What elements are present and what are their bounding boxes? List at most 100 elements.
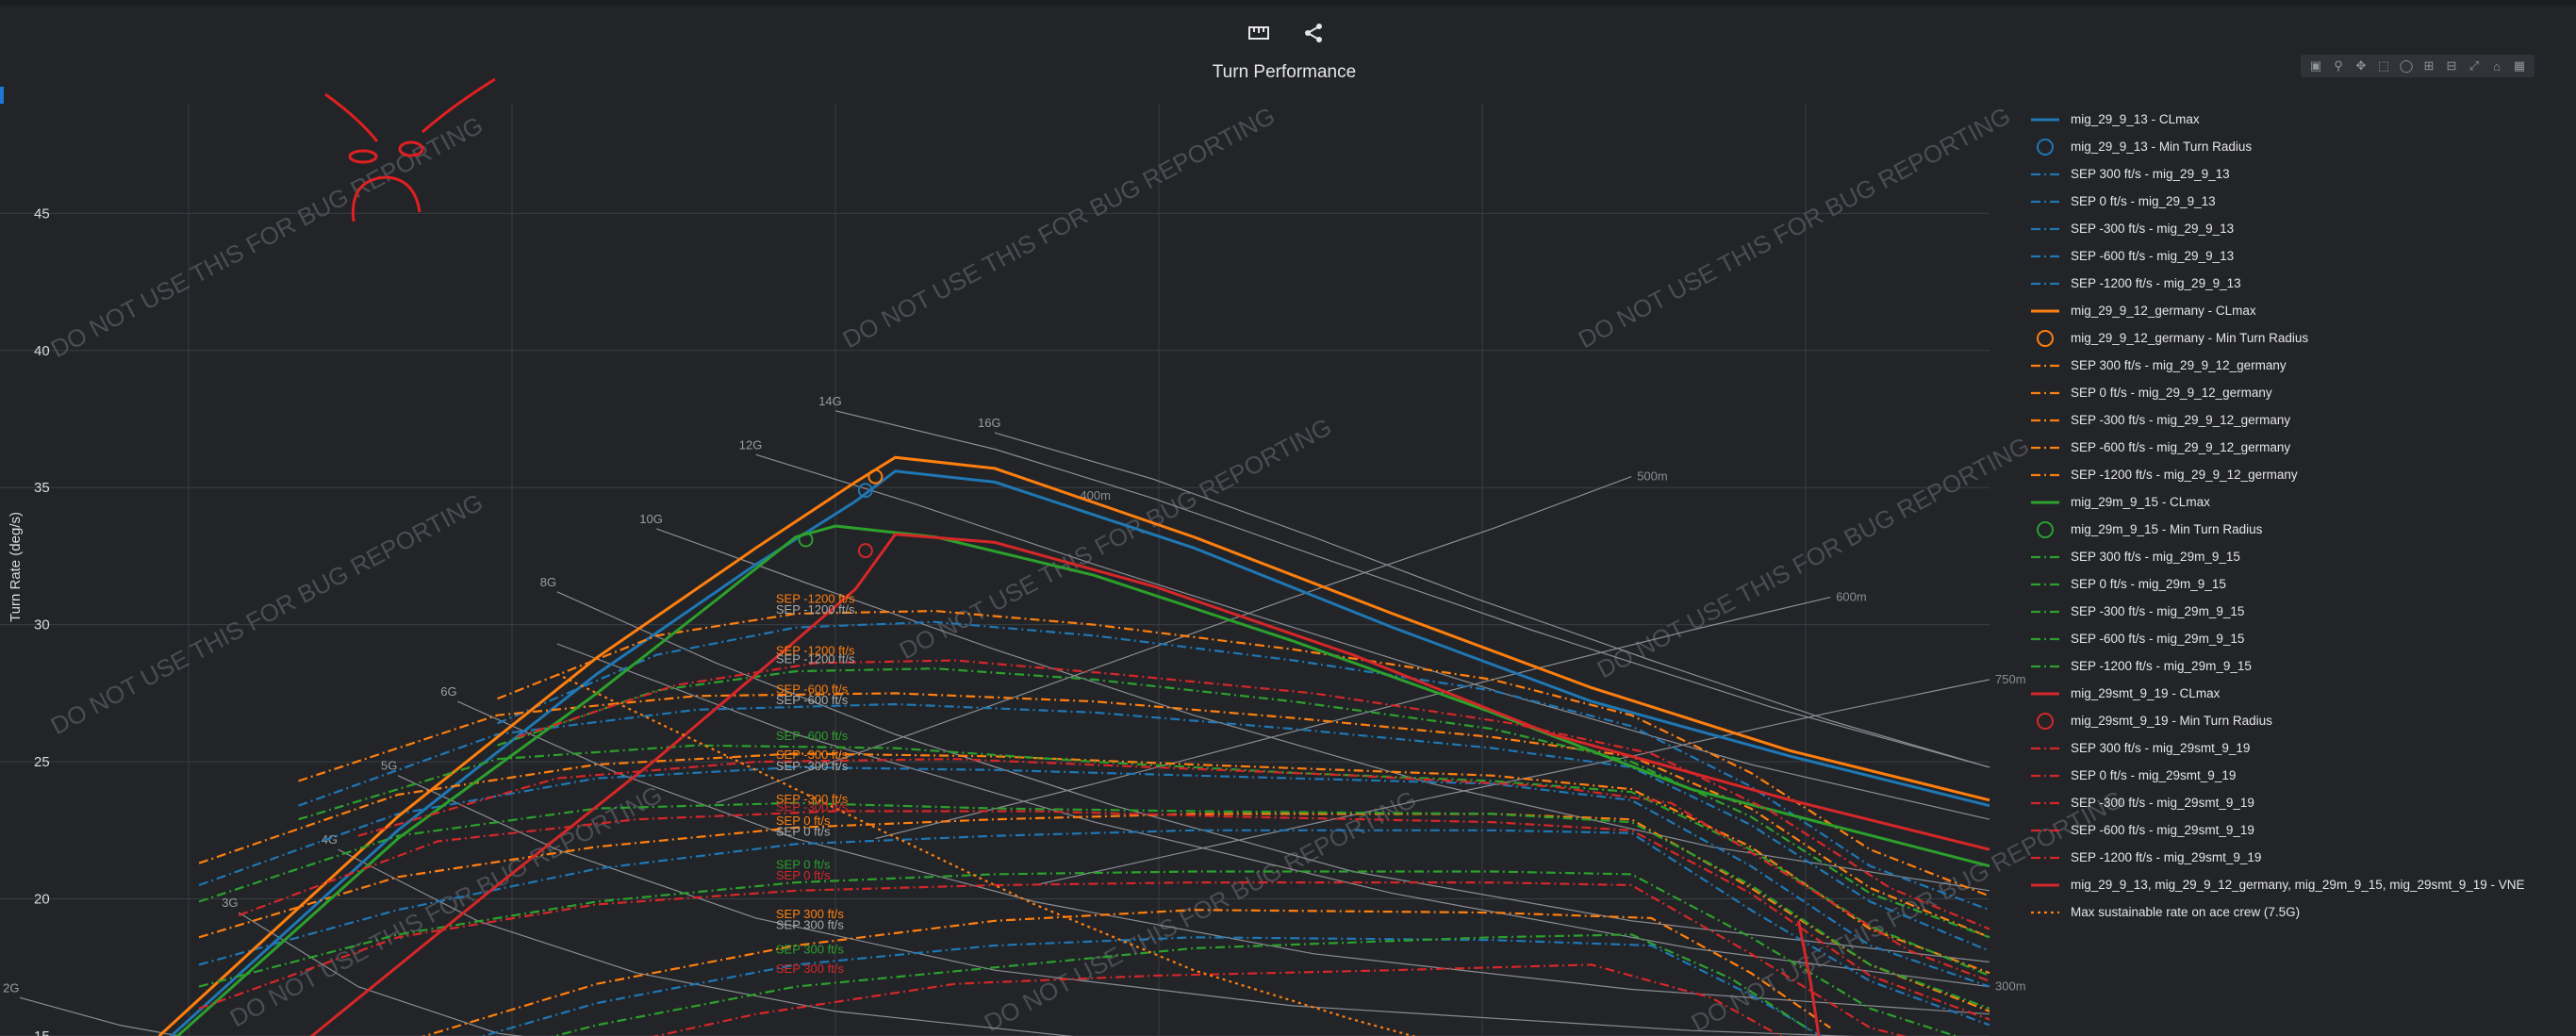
legend-symbol — [2031, 200, 2059, 203]
legend-item[interactable]: SEP 0 ft/s - mig_29smt_9_19 — [2029, 762, 2236, 789]
series-line[interactable] — [557, 963, 1791, 1036]
series-line[interactable] — [497, 609, 1990, 897]
series-line[interactable] — [298, 692, 1990, 939]
legend-symbol — [2037, 712, 2054, 730]
legend-label: mig_29_9_13 - Min Turn Radius — [2071, 140, 2253, 154]
legend-item[interactable]: SEP 0 ft/s - mig_29_9_12_germany — [2029, 379, 2272, 406]
series-line[interactable] — [1796, 920, 1821, 1036]
lasso-icon[interactable]: ◯ — [2399, 58, 2414, 73]
plotly-logo-icon[interactable]: ▦ — [2513, 58, 2526, 73]
legend-symbol — [2037, 520, 2054, 538]
series-line[interactable] — [357, 758, 1990, 982]
legend-item[interactable]: SEP -1200 ft/s - mig_29m_9_15 — [2029, 652, 2252, 680]
legend-item[interactable]: mig_29smt_9_19 - CLmax — [2029, 680, 2220, 707]
legend-item[interactable]: SEP -300 ft/s - mig_29_9_12_germany — [2029, 406, 2290, 434]
left-accent-bar — [0, 87, 4, 104]
sep-annotation: SEP 0 ft/s — [776, 814, 831, 828]
series-line[interactable] — [398, 933, 1811, 1036]
legend-item[interactable]: SEP -1200 ft/s - mig_29smt_9_19 — [2029, 844, 2261, 871]
radius-line-label: 600m — [1836, 590, 1867, 604]
legend-item[interactable]: SEP -300 ft/s - mig_29m_9_15 — [2029, 598, 2244, 625]
series-line[interactable] — [159, 469, 1990, 1036]
legend-item[interactable]: SEP -1200 ft/s - mig_29_9_13 — [2029, 270, 2241, 297]
legend-symbol — [2031, 665, 2059, 667]
legend-item[interactable]: SEP -1200 ft/s - mig_29_9_12_germany — [2029, 461, 2298, 488]
series-line[interactable] — [398, 909, 1831, 1036]
legend-symbol — [2031, 610, 2059, 613]
series-line[interactable] — [299, 533, 1990, 1036]
legend-item[interactable]: mig_29m_9_15 - Min Turn Radius — [2029, 516, 2262, 543]
min-turn-radius-marker[interactable] — [857, 543, 873, 559]
legend-item[interactable]: Max sustainable rate on ace crew (7.5G) — [2029, 898, 2300, 926]
zoom-out-icon[interactable]: ⊟ — [2446, 58, 2457, 73]
series-line[interactable] — [198, 801, 1990, 1010]
series-line[interactable] — [398, 936, 1830, 1036]
legend-item[interactable]: mig_29_9_13 - CLmax — [2029, 106, 2200, 133]
legend-item[interactable]: mig_29_9_12_germany - CLmax — [2029, 297, 2256, 324]
ruler-icon[interactable] — [1245, 19, 1273, 47]
legend-item[interactable]: SEP 0 ft/s - mig_29m_9_15 — [2029, 570, 2226, 598]
sep-annotation: SEP -1200 ft/s — [776, 644, 855, 658]
legend-label: SEP 0 ft/s - mig_29smt_9_19 — [2071, 768, 2237, 782]
sep-annotation: SEP -1200 ft/s — [776, 602, 855, 617]
series-line[interactable] — [198, 813, 1990, 1012]
watermark-text: DO NOT USE THIS FOR BUG REPORTING — [838, 101, 1280, 354]
legend-item[interactable]: SEP 300 ft/s - mig_29_9_13 — [2029, 160, 2230, 188]
legend-item[interactable]: SEP -600 ft/s - mig_29smt_9_19 — [2029, 816, 2254, 844]
sep-annotation: SEP 0 ft/s — [776, 868, 831, 882]
legend-item[interactable]: mig_29_9_13 - Min Turn Radius — [2029, 133, 2252, 160]
legend-symbol — [2031, 391, 2059, 394]
plot-modebar: ▣ ⚲ ✥ ⬚ ◯ ⊞ ⊟ ⤢ ⌂ ▦ — [2301, 55, 2535, 77]
camera-icon[interactable]: ▣ — [2309, 58, 2322, 73]
legend-item[interactable]: mig_29_9_13, mig_29_9_12_germany, mig_29… — [2029, 871, 2525, 898]
legend-item[interactable]: SEP 300 ft/s - mig_29_9_12_germany — [2029, 352, 2287, 379]
min-turn-radius-marker[interactable] — [798, 532, 814, 548]
share-icon[interactable] — [1299, 19, 1328, 47]
min-turn-radius-marker[interactable] — [857, 483, 873, 499]
series-line[interactable] — [198, 870, 1990, 1036]
series-line[interactable] — [198, 881, 1990, 1036]
legend-item[interactable]: mig_29smt_9_19 - Min Turn Radius — [2029, 707, 2272, 734]
series-line[interactable] — [198, 765, 1990, 988]
legend-item[interactable]: SEP -300 ft/s - mig_29smt_9_19 — [2029, 789, 2254, 816]
g-line-label: 10G — [639, 512, 663, 526]
min-turn-radius-marker[interactable] — [867, 469, 883, 485]
autoscale-icon[interactable]: ⤢ — [2469, 58, 2480, 73]
top-toolbar — [1245, 19, 1328, 47]
legend-item[interactable]: SEP -300 ft/s - mig_29_9_13 — [2029, 215, 2234, 242]
legend-symbol — [2031, 747, 2059, 749]
legend-item[interactable]: mig_29m_9_15 - CLmax — [2029, 488, 2210, 516]
radius-line-label: 750m — [1995, 672, 2026, 686]
y-tick-label: 45 — [34, 206, 50, 222]
series-line[interactable] — [298, 702, 1990, 952]
sep-annotation: SEP 0 ft/s — [776, 825, 831, 839]
sep-annotation: SEP -300 ft/s — [776, 748, 849, 762]
home-icon[interactable]: ⌂ — [2493, 58, 2501, 74]
zoom-icon[interactable]: ⚲ — [2334, 58, 2343, 73]
legend-symbol — [2031, 555, 2059, 558]
legend-item[interactable]: SEP -600 ft/s - mig_29_9_13 — [2029, 242, 2234, 270]
legend-symbol — [2031, 829, 2059, 831]
legend-symbol — [2031, 227, 2059, 230]
legend-item[interactable]: SEP 0 ft/s - mig_29_9_13 — [2029, 188, 2216, 215]
legend-label: SEP -1200 ft/s - mig_29_9_12_germany — [2071, 468, 2298, 482]
series-line[interactable] — [238, 810, 1990, 1021]
legend-item[interactable]: SEP 300 ft/s - mig_29smt_9_19 — [2029, 734, 2250, 762]
legend-item[interactable]: mig_29_9_12_germany - Min Turn Radius — [2029, 324, 2308, 352]
series-line[interactable] — [198, 829, 1990, 1027]
box-select-icon[interactable]: ⬚ — [2377, 58, 2390, 73]
grid — [0, 104, 1990, 1036]
series-line[interactable] — [497, 620, 1990, 912]
g-line-label: 5G — [381, 759, 397, 773]
sep-annotation: SEP 0 ft/s — [776, 858, 831, 872]
legend-item[interactable]: SEP -600 ft/s - mig_29m_9_15 — [2029, 625, 2244, 652]
zoom-in-icon[interactable]: ⊞ — [2423, 58, 2435, 73]
legend-item[interactable]: SEP 300 ft/s - mig_29m_9_15 — [2029, 543, 2240, 570]
series-line[interactable] — [157, 455, 1990, 1036]
series-line[interactable] — [556, 673, 1453, 1036]
sep-annotation: SEP 300 ft/s — [776, 943, 845, 957]
legend-item[interactable]: SEP -600 ft/s - mig_29_9_12_germany — [2029, 434, 2290, 461]
legend-label: SEP -300 ft/s - mig_29smt_9_19 — [2071, 796, 2254, 810]
pan-icon[interactable]: ✥ — [2355, 58, 2367, 73]
